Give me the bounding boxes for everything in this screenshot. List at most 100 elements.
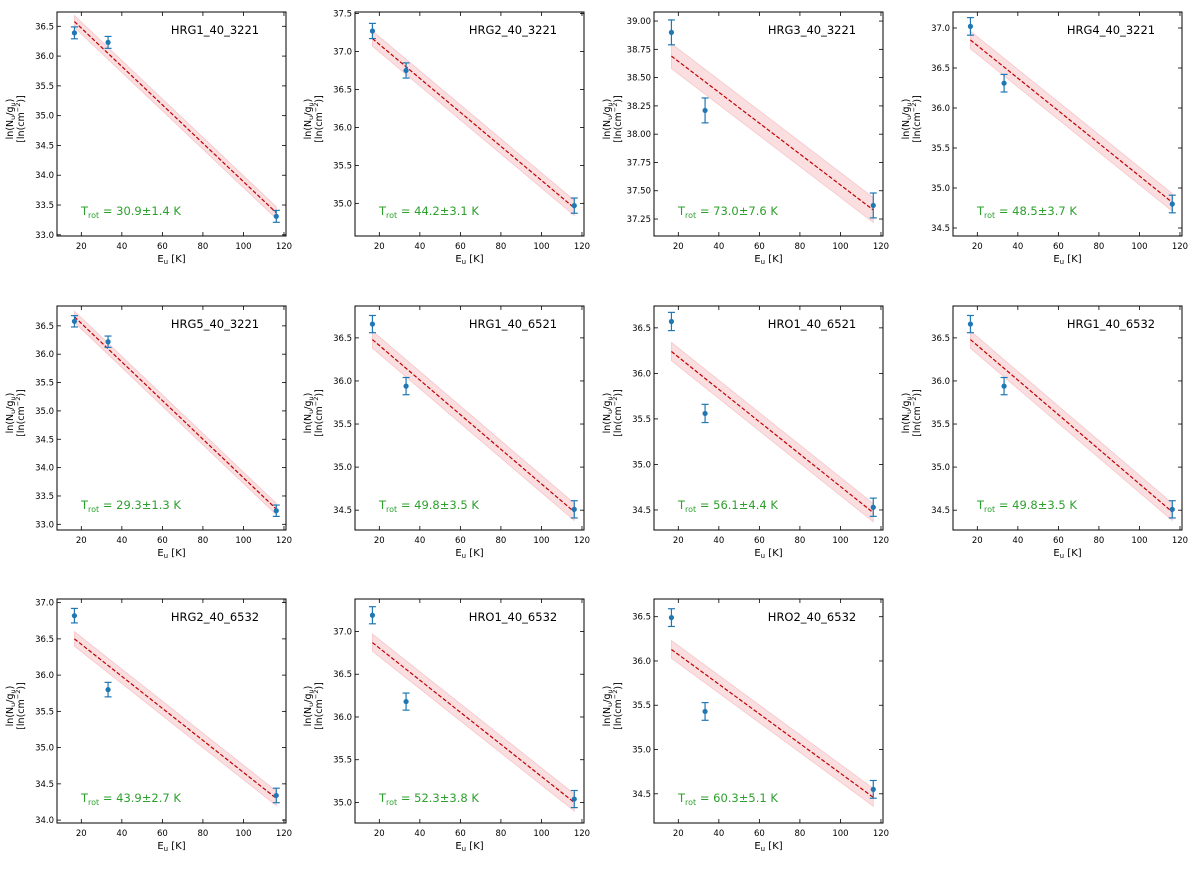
x-tick-label: 120 [574, 536, 590, 546]
data-point-3 [570, 500, 578, 519]
x-tick-label: 60 [157, 829, 168, 839]
trot-annotation: Trot = 49.8±3.5 K [378, 498, 479, 514]
trot-symbol: T [80, 498, 89, 512]
y-tick-label: 34.5 [35, 435, 54, 445]
data-point-2 [701, 403, 709, 424]
y-tick-label: 38.50 [627, 74, 651, 84]
data-marker [369, 28, 376, 34]
data-marker [1169, 201, 1175, 207]
y-label-unit: )] [314, 95, 325, 102]
y-tick-label: 36.5 [632, 324, 651, 334]
fit-line [671, 351, 874, 514]
y-axis-label-line1: ln(Nu/gu) [602, 393, 614, 434]
trot-annotation: Trot = 60.3±5.1 K [677, 791, 778, 807]
axes-frame [56, 305, 287, 531]
axes-frame [653, 11, 884, 237]
y-tick-label: 36.0 [333, 377, 352, 387]
x-label-unit: [K] [466, 254, 484, 265]
y-axis-label-line1: ln(Nu/gu) [602, 99, 614, 140]
y-tick-label: 37.0 [333, 47, 352, 57]
x-label-symbol: E [157, 841, 163, 852]
y-label-part: /g [901, 107, 912, 116]
x-tick-label: 80 [1093, 536, 1104, 546]
y-label-subscript: u [905, 102, 913, 106]
y-label-part: ln(N [602, 414, 613, 433]
x-tick-label: 80 [794, 536, 805, 546]
x-label-unit: [K] [1064, 254, 1082, 265]
y-tick-label: 35.0 [333, 199, 352, 209]
subplot-title: HRO2_40_6532 [768, 610, 856, 624]
trot-annotation: Trot = 43.9±2.7 K [80, 791, 181, 807]
y-tick-label: 35.0 [35, 112, 54, 122]
fit-line [372, 339, 575, 513]
x-axis-label: Eu [K] [157, 548, 185, 560]
x-axis-label: Eu [K] [754, 254, 782, 266]
y-tick-label: 35.5 [333, 756, 352, 766]
x-label-subscript: u [1060, 258, 1064, 266]
y-axis-label-line1: ln(Nu/gu) [5, 686, 17, 727]
trot-symbol: T [677, 204, 686, 218]
fit-confidence-band [671, 639, 874, 807]
data-point-2 [104, 681, 112, 698]
y-label-part: ) [303, 99, 314, 103]
x-label-unit: [K] [466, 841, 484, 852]
y-tick-label: 34.5 [333, 506, 352, 516]
axes-frame [952, 305, 1183, 531]
y-axis-label-line2: [ln(cm−2)] [910, 95, 923, 143]
x-label-subscript: u [761, 845, 765, 853]
x-label-symbol: E [157, 254, 163, 265]
x-tick-label: 120 [1172, 536, 1188, 546]
y-label-unit: )] [912, 389, 923, 396]
x-tick-label: 100 [832, 829, 848, 839]
y-label-subscript: u [9, 102, 17, 106]
y-tick-label: 34.5 [632, 790, 651, 800]
x-tick-label: 20 [673, 536, 684, 546]
x-tick-label: 120 [1172, 242, 1188, 252]
trot-value: = 44.2±3.1 K [397, 204, 479, 218]
data-marker [369, 321, 376, 327]
y-label-subscript: u [905, 396, 913, 400]
data-marker [668, 614, 675, 621]
subplot-title: HRO1_40_6532 [469, 610, 557, 624]
data-marker [71, 30, 78, 36]
x-axis-label: Eu [K] [455, 841, 483, 853]
data-point-2 [104, 335, 112, 348]
trot-value: = 29.3±1.3 K [99, 498, 181, 512]
x-tick-label: 100 [533, 829, 549, 839]
y-tick-label: 35.5 [35, 82, 54, 92]
data-point-3 [570, 197, 578, 214]
y-tick-label: 36.0 [333, 713, 352, 723]
trot-value: = 48.5±3.7 K [995, 204, 1077, 218]
trot-value: = 49.8±3.5 K [995, 498, 1077, 512]
y-tick-label: 36.5 [333, 334, 352, 344]
y-label-subscript: u [606, 116, 614, 120]
x-tick-label: 100 [235, 536, 251, 546]
y-label-subscript: u [9, 689, 17, 693]
subplot-6: 20 40 60 80 100 120 34.5 35.0 35.5 36.0 36.5 HRG1_4… [303, 305, 590, 560]
trot-subscript: rot [685, 211, 696, 220]
y-label-unit: [ln(cm [912, 112, 923, 143]
y-label-part: ) [602, 393, 613, 397]
y-label-part: ) [303, 393, 314, 397]
y-label-part: ln(N [602, 120, 613, 139]
y-tick-label: 33.0 [35, 520, 54, 530]
trot-value: = 73.0±7.6 K [696, 204, 778, 218]
y-label-subscript: u [606, 396, 614, 400]
y-tick-label: 36.0 [333, 123, 352, 133]
y-label-superscript: −2 [312, 690, 320, 700]
x-tick-label: 60 [455, 242, 466, 252]
y-tick-label: 34.5 [931, 224, 950, 234]
x-tick-label: 20 [673, 829, 684, 839]
data-marker [273, 213, 279, 219]
x-tick-label: 80 [495, 242, 506, 252]
x-label-symbol: E [455, 254, 461, 265]
y-label-superscript: −2 [910, 103, 918, 113]
y-label-unit: )] [912, 95, 923, 102]
y-tick-label: 34.5 [632, 506, 651, 516]
x-tick-label: 80 [197, 242, 208, 252]
trot-symbol: T [976, 498, 985, 512]
data-marker [967, 23, 974, 29]
x-tick-label: 60 [157, 242, 168, 252]
x-tick-label: 60 [157, 536, 168, 546]
y-tick-label: 37.0 [931, 24, 950, 34]
